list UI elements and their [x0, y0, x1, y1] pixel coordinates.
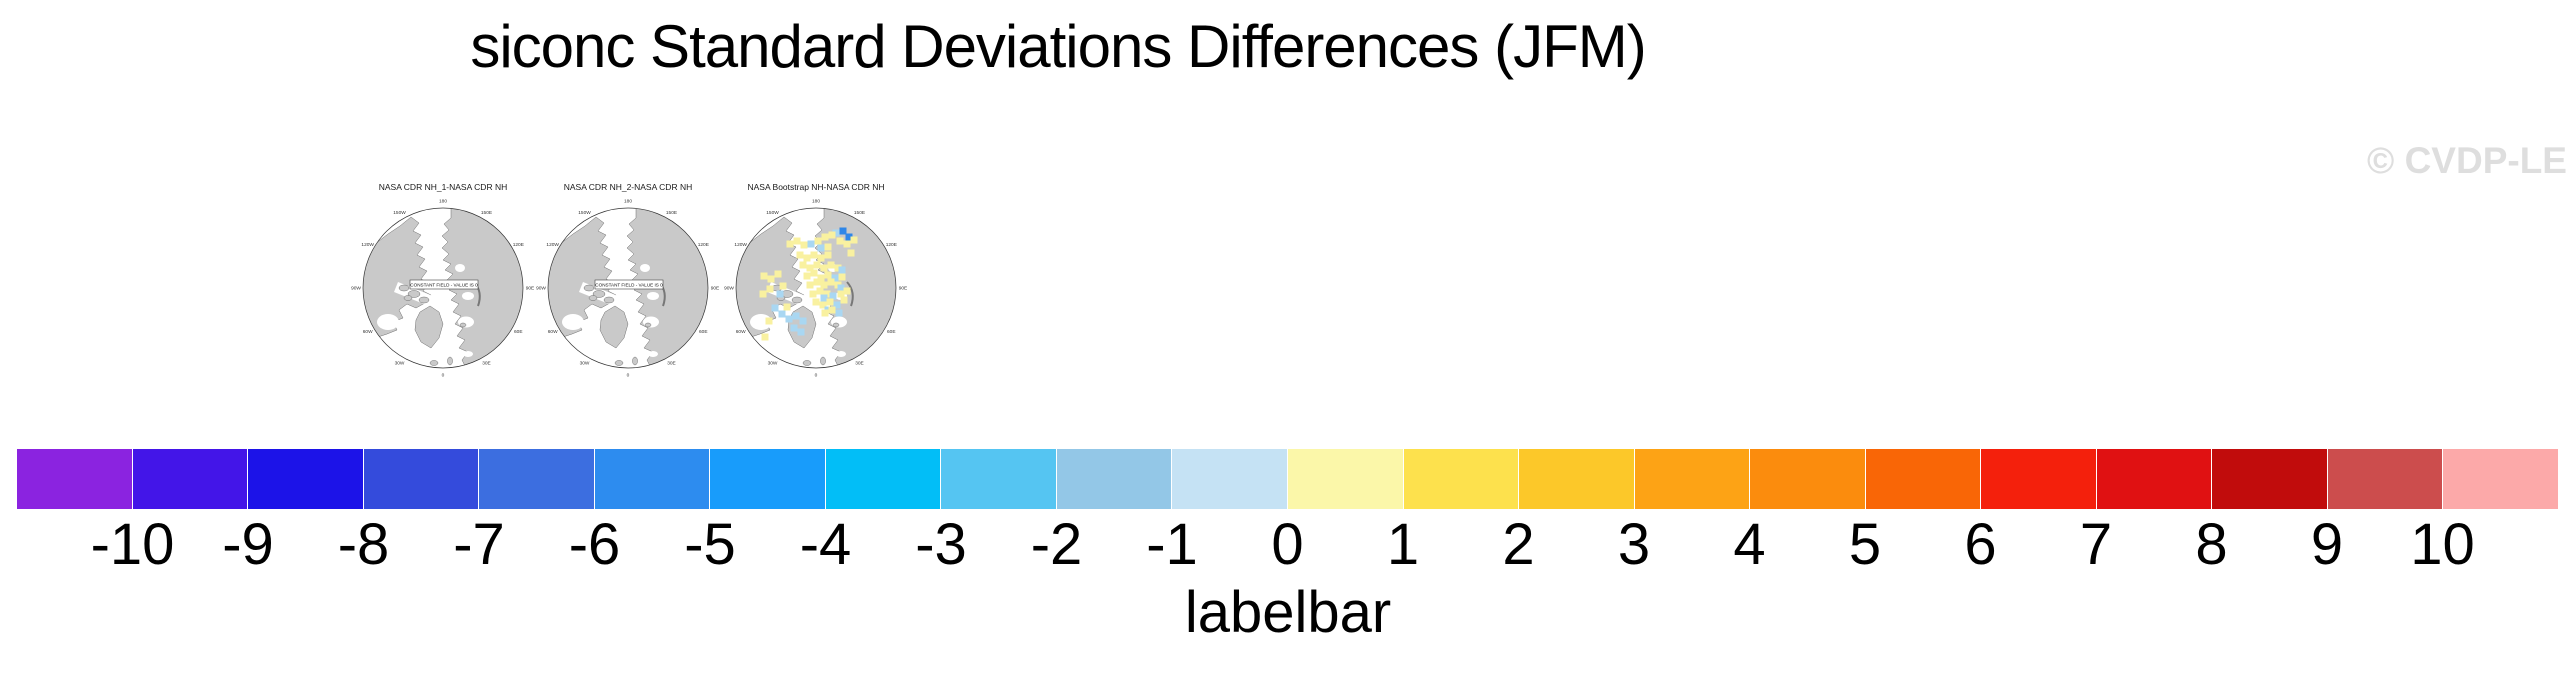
longitude-label-60E: 60E — [699, 329, 708, 335]
colorbar-tick-label: 1 — [1386, 512, 1420, 577]
longitude-label-0: 0 — [627, 372, 630, 378]
longitude-label-180: 180 — [439, 198, 447, 204]
longitude-label-60W: 60W — [548, 329, 558, 335]
colorbar-segment-1 — [132, 449, 248, 509]
longitude-label-90W: 90W — [351, 285, 361, 291]
longitude-label-150W: 150W — [766, 210, 779, 216]
map-panel-2: 180 150E 120E 90E 60E 30E 0 30W 60W 90W 120W 150W CO… — [536, 198, 720, 378]
colorbar-tick-label: -9 — [222, 512, 274, 577]
longitude-label-120W: 120W — [546, 242, 559, 248]
longitude-label-30E: 30E — [855, 361, 864, 367]
longitude-label-90E: 90E — [899, 285, 908, 291]
colorbar-segment-9 — [1056, 449, 1172, 509]
longitude-label-150E: 150E — [481, 210, 492, 216]
longitude-label-90E: 90E — [711, 285, 720, 291]
colorbar-segment-6 — [710, 449, 825, 509]
labelbar-caption: labelbar — [1184, 580, 1392, 645]
colorbar-segment-16 — [1865, 449, 1981, 509]
longitude-label-0: 0 — [815, 372, 818, 378]
colorbar-segment-10 — [1172, 449, 1288, 509]
longitude-label-30E: 30E — [667, 361, 676, 367]
colorbar-segment-12 — [1403, 449, 1519, 509]
colorbar-tick-label: 9 — [2310, 512, 2344, 577]
colorbar-tick-label: 3 — [1617, 512, 1651, 577]
colorbar-segment-7 — [825, 449, 941, 509]
longitude-label-30W: 30W — [395, 361, 405, 367]
constant-field-note: CONSTANT FIELD - VALUE IS 0 — [595, 283, 663, 288]
longitude-label-120W: 120W — [734, 242, 747, 248]
longitude-label-150E: 150E — [854, 210, 865, 216]
constant-field-box — [409, 279, 479, 290]
colorbar-tick-label: -5 — [684, 512, 736, 577]
colorbar-tick-label: -10 — [90, 512, 175, 577]
map-boundary-circle — [547, 207, 709, 369]
longitude-label-120E: 120E — [886, 242, 897, 248]
longitude-label-0: 0 — [442, 372, 445, 378]
colorbar-tick-label: 10 — [2410, 512, 2475, 577]
map-panel-1: 180 150E 120E 90E 60E 30E 0 30W 60W 90W 120W 150W CO… — [351, 198, 535, 378]
map-boundary-circle — [735, 207, 897, 369]
longitude-label-120E: 120E — [698, 242, 709, 248]
map-panel-3: 180 150E 120E 90E 60E 30E 0 30W 60W 90W 120W 150W — [724, 198, 908, 378]
longitude-label-180: 180 — [624, 198, 632, 204]
colorbar-segment-14 — [1634, 449, 1750, 509]
colorbar-segment-21 — [2443, 449, 2559, 509]
colorbar-segment-15 — [1750, 449, 1865, 509]
colorbar-tick-label: 2 — [1502, 512, 1535, 577]
colorbar-segment-4 — [479, 449, 594, 509]
colorbar-segment-20 — [2327, 449, 2443, 509]
colorbar-segment-8 — [941, 449, 1056, 509]
colorbar-tick-label: 7 — [2079, 512, 2113, 577]
colorbar-tick-label: -8 — [337, 512, 390, 577]
colorbar-segment-3 — [363, 449, 479, 509]
longitude-label-90E: 90E — [526, 285, 535, 291]
constant-field-box — [594, 279, 664, 290]
colorbar-segment-0 — [17, 449, 132, 509]
longitude-label-60E: 60E — [887, 329, 896, 335]
longitude-label-60W: 60W — [736, 329, 746, 335]
labelbar-colorbar — [17, 449, 2559, 509]
colorbar-tick-label: -4 — [799, 512, 852, 577]
longitude-label-30E: 30E — [482, 361, 491, 367]
longitude-label-120E: 120E — [513, 242, 524, 248]
watermark-cvdp-le: © CVDP-LE — [2367, 140, 2567, 181]
colorbar-segment-11 — [1288, 449, 1403, 509]
longitude-label-30W: 30W — [580, 361, 590, 367]
colorbar-segment-13 — [1519, 449, 1634, 509]
longitude-label-30W: 30W — [768, 361, 778, 367]
colorbar-segment-5 — [594, 449, 710, 509]
colorbar-segment-17 — [1981, 449, 2096, 509]
colorbar-tick-label: -2 — [1030, 512, 1083, 577]
longitude-label-60W: 60W — [363, 329, 373, 335]
map-boundary-circle — [362, 207, 524, 369]
colorbar-tick-label: 6 — [1964, 512, 1997, 577]
longitude-label-180: 180 — [812, 198, 820, 204]
longitude-label-150E: 150E — [666, 210, 677, 216]
colorbar-segment-18 — [2096, 449, 2212, 509]
colorbar-tick-label: -3 — [915, 512, 967, 577]
longitude-label-90W: 90W — [536, 285, 546, 291]
colorbar-tick-label: 0 — [1271, 512, 1304, 577]
panel-title-1: NASA CDR NH_1-NASA CDR NH — [378, 182, 508, 192]
colorbar-tick-label: -6 — [568, 512, 621, 577]
panel-title-2: NASA CDR NH_2-NASA CDR NH — [563, 182, 693, 192]
colorbar-tick-label: -7 — [453, 512, 505, 577]
map-data-cells — [759, 227, 858, 341]
longitude-label-60E: 60E — [514, 329, 523, 335]
longitude-label-150W: 150W — [393, 210, 406, 216]
longitude-label-150W: 150W — [578, 210, 591, 216]
colorbar-segment-2 — [248, 449, 363, 509]
colorbar-tick-label: -1 — [1146, 512, 1198, 577]
colorbar-tick-label: 8 — [2195, 512, 2228, 577]
constant-field-note: CONSTANT FIELD - VALUE IS 0 — [410, 283, 478, 288]
colorbar-tick-label: 4 — [1733, 512, 1766, 577]
longitude-label-90W: 90W — [724, 285, 734, 291]
colorbar-segment-19 — [2212, 449, 2327, 509]
panel-title-3: NASA Bootstrap NH-NASA CDR NH — [747, 182, 885, 192]
longitude-label-120W: 120W — [361, 242, 374, 248]
colorbar-tick-label: 5 — [1848, 512, 1882, 577]
figure-title: siconc Standard Deviations Differences (… — [470, 13, 1646, 80]
